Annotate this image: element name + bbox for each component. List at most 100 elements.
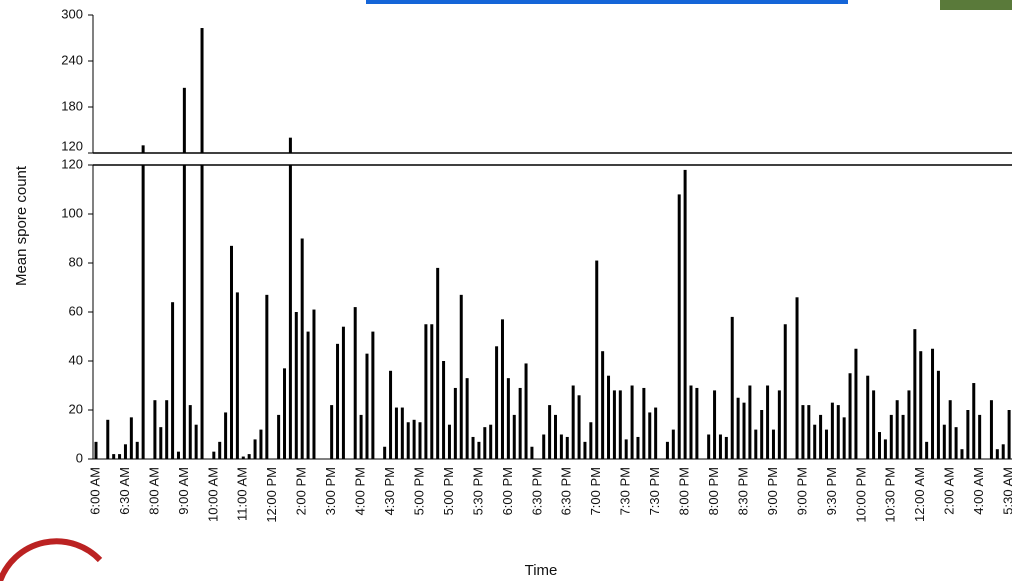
bar (896, 400, 899, 459)
bar (472, 437, 475, 459)
bar (513, 415, 516, 459)
bar (672, 430, 675, 459)
bar (342, 327, 345, 459)
bar (165, 400, 168, 459)
bar (489, 425, 492, 459)
bar (689, 386, 692, 460)
bar (748, 386, 751, 460)
bar (931, 349, 934, 459)
bar (625, 439, 628, 459)
bar (801, 405, 804, 459)
bar (230, 246, 233, 459)
y-axis-label: Mean spore count (13, 165, 30, 286)
bar (142, 165, 145, 459)
bar (884, 439, 887, 459)
bar (731, 317, 734, 459)
bar (907, 390, 910, 459)
y-tick-label: 300 (61, 6, 83, 21)
bar (218, 442, 221, 459)
x-tick-label: 5:30 AM (1001, 467, 1012, 515)
bar (607, 376, 610, 459)
x-tick-label: 8:00 AM (146, 467, 161, 515)
bar (631, 386, 634, 460)
x-tick-label: 2:00 PM (294, 467, 309, 515)
bar (236, 292, 239, 459)
y-tick-label: 100 (61, 205, 83, 220)
bar (872, 390, 875, 459)
x-tick-label: 6:00 AM (87, 467, 102, 515)
x-tick-label: 4:30 PM (382, 467, 397, 515)
bar (843, 417, 846, 459)
bar (966, 410, 969, 459)
bar (389, 371, 392, 459)
x-tick-label: 9:00 PM (765, 467, 780, 515)
x-tick-label: 6:30 PM (529, 467, 544, 515)
bar (277, 415, 280, 459)
bar (778, 390, 781, 459)
x-tick-label: 7:00 PM (588, 467, 603, 515)
bar (436, 268, 439, 459)
bar (424, 324, 427, 459)
bar (289, 165, 292, 459)
bar (224, 412, 227, 459)
bar (177, 452, 180, 459)
bar (442, 361, 445, 459)
bar (890, 415, 893, 459)
bar (601, 351, 604, 459)
x-tick-label: 8:00 PM (706, 467, 721, 515)
bar (589, 422, 592, 459)
seal-decoration (0, 541, 100, 581)
bar (142, 145, 145, 153)
bar (554, 415, 557, 459)
bar (195, 425, 198, 459)
x-tick-label: 11:00 AM (235, 467, 250, 521)
bar (619, 390, 622, 459)
bar (265, 295, 268, 459)
bar (466, 378, 469, 459)
bar (719, 435, 722, 460)
bar (259, 430, 262, 459)
bar (136, 442, 139, 459)
y-tick-label: 0 (76, 450, 83, 465)
bar (831, 403, 834, 459)
bar (743, 403, 746, 459)
bar (371, 332, 374, 459)
bar (955, 427, 958, 459)
x-tick-label: 12:00 AM (912, 467, 927, 522)
y-tick-label: 20 (69, 401, 83, 416)
bar (159, 427, 162, 459)
bar (130, 417, 133, 459)
bar (849, 373, 852, 459)
bar (542, 435, 545, 460)
bar (201, 28, 204, 153)
bar (819, 415, 822, 459)
x-tick-label: 8:30 PM (735, 467, 750, 515)
x-tick-label: 9:00 AM (176, 467, 191, 515)
bar (106, 420, 109, 459)
bar (854, 349, 857, 459)
bar (878, 432, 881, 459)
bar (242, 457, 245, 459)
bar (460, 295, 463, 459)
bar (430, 324, 433, 459)
x-tick-label: 6:30 PM (559, 467, 574, 515)
bar (796, 297, 799, 459)
x-tick-label: 10:30 PM (883, 467, 898, 523)
bar (583, 442, 586, 459)
bar (837, 405, 840, 459)
bar (124, 444, 127, 459)
bar (95, 442, 98, 459)
bar (937, 371, 940, 459)
bar (666, 442, 669, 459)
bar (825, 430, 828, 459)
y-tick-label: 80 (69, 254, 83, 269)
y-tick-label: 60 (69, 303, 83, 318)
y-tick-label: 240 (61, 52, 83, 67)
bar (949, 400, 952, 459)
bar (813, 425, 816, 459)
bar (578, 395, 581, 459)
bar (501, 319, 504, 459)
bar (530, 447, 533, 459)
bar (171, 302, 174, 459)
x-tick-label: 3:00 PM (323, 467, 338, 515)
